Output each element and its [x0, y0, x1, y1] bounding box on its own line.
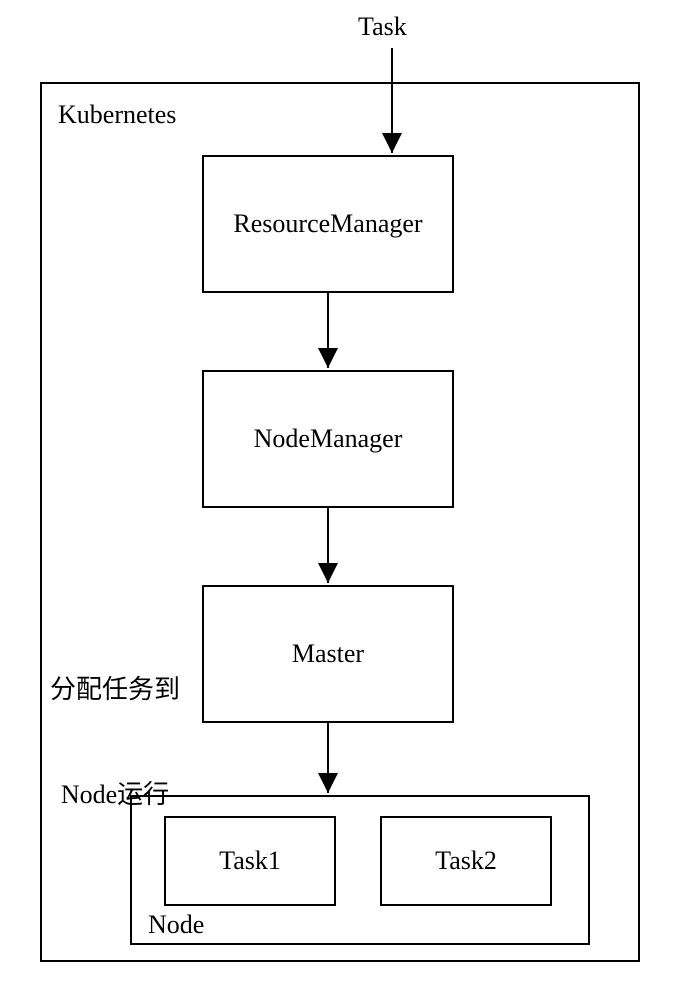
task2-label: Task2 [435, 846, 497, 876]
side-note-line1: 分配任务到 [50, 672, 180, 707]
task1-label: Task1 [219, 846, 281, 876]
node-manager-label: NodeManager [254, 424, 403, 454]
task2-box: Task2 [380, 816, 552, 906]
diagram-canvas: Task Kubernetes ResourceManager NodeMana… [0, 0, 673, 1000]
task1-box: Task1 [164, 816, 336, 906]
master-box: Master [202, 585, 454, 723]
node-manager-box: NodeManager [202, 370, 454, 508]
master-label: Master [292, 639, 364, 669]
node-label: Node [148, 910, 204, 940]
resource-manager-label: ResourceManager [233, 209, 422, 239]
resource-manager-box: ResourceManager [202, 155, 454, 293]
